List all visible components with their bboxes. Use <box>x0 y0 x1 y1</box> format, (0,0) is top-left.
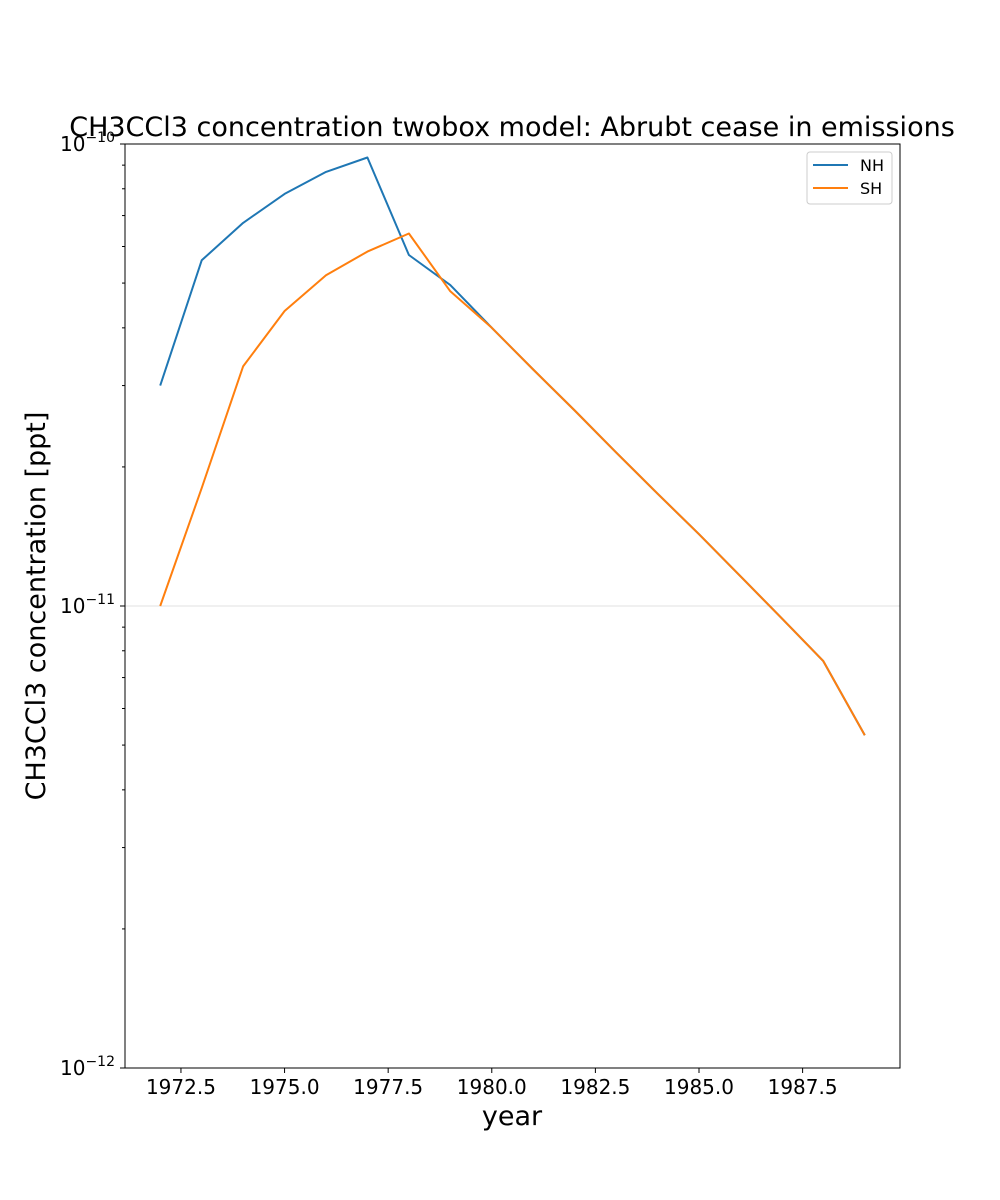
x-tick-label: 1987.5 <box>768 1075 838 1099</box>
x-tick-label: 1977.5 <box>353 1075 423 1099</box>
chart-title: CH3CCl3 concentration twobox model: Abru… <box>69 112 955 143</box>
x-tick-label: 1982.5 <box>560 1075 630 1099</box>
legend-label-sh: SH <box>860 179 882 198</box>
y-tick-label: 10−12 <box>60 1054 115 1080</box>
x-axis: 1972.5 1975.0 1977.5 1980.0 1982.5 1985.0 1987… <box>146 1068 838 1099</box>
legend-label-nh: NH <box>860 156 884 175</box>
x-tick-label: 1985.0 <box>664 1075 734 1099</box>
x-tick-label: 1975.0 <box>250 1075 320 1099</box>
y-tick-label: 10−11 <box>60 592 115 618</box>
plot-area <box>159 156 866 736</box>
y-tick-label: 10−10 <box>60 130 115 156</box>
x-axis-label: year <box>482 1101 543 1132</box>
series-line-sh <box>159 232 866 736</box>
x-tick-label: 1972.5 <box>146 1075 216 1099</box>
x-tick-label: 1980.0 <box>457 1075 527 1099</box>
y-axis: 10−12 10−11 10−10 <box>60 130 125 1080</box>
y-axis-label: CH3CCl3 concentration [ppt] <box>21 412 52 801</box>
legend: NH SH <box>806 151 893 205</box>
series-line-nh <box>159 156 866 736</box>
